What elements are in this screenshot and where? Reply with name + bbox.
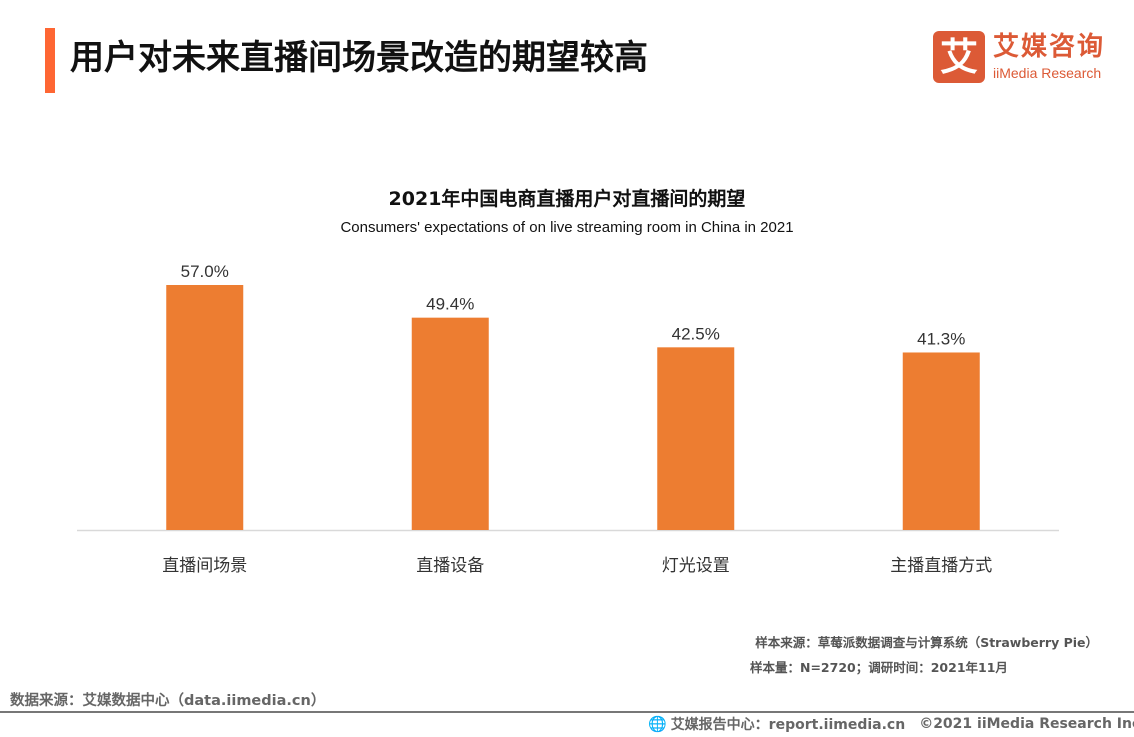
footer: 🌐 艾媒报告中心：report.iimedia.cn ©2021 iiMedia…: [648, 714, 1134, 734]
chart-title: 2021年中国电商直播用户对直播间的期望: [388, 188, 746, 210]
footer-divider: [0, 711, 1134, 713]
bar-1: [411, 317, 489, 530]
sample-source-note: 样本来源：草莓派数据调查与计算系统（Strawberry Pie）: [755, 635, 1098, 650]
logo-name-en: iiMedia Research: [993, 65, 1102, 81]
data-label-2: 42.5%: [672, 324, 720, 343]
category-label-2: 灯光设置: [662, 556, 730, 576]
globe-icon: 🌐: [648, 715, 667, 733]
chart-subtitle: Consumers' expectations of on live strea…: [340, 219, 794, 236]
logo-mark-icon: 艾: [933, 31, 985, 83]
bar-0: [166, 285, 244, 530]
bar-2: [657, 347, 735, 530]
data-label-3: 41.3%: [917, 329, 965, 348]
data-label-0: 57.0%: [181, 262, 229, 281]
category-label-0: 直播间场景: [162, 556, 247, 576]
copyright: ©2021 iiMedia Research Inc: [919, 716, 1134, 732]
logo-name-cn: 艾媒咨询: [993, 32, 1106, 62]
report-center-link[interactable]: 艾媒报告中心：report.iimedia.cn: [670, 717, 906, 733]
data-label-1: 49.4%: [426, 295, 474, 314]
bar-3: [902, 352, 980, 530]
category-label-3: 主播直播方式: [890, 556, 992, 576]
data-source: 数据来源：艾媒数据中心（data.iimedia.cn）: [10, 693, 326, 709]
iimedia-logo: 艾 艾媒咨询 iiMedia Research: [933, 31, 1113, 85]
sample-size-note: 样本量：N=2720；调研时间：2021年11月: [750, 660, 1008, 675]
title-accent-bar: [45, 28, 55, 93]
category-label-1: 直播设备: [416, 556, 484, 576]
page-title: 用户对未来直播间场景改造的期望较高: [70, 38, 648, 78]
